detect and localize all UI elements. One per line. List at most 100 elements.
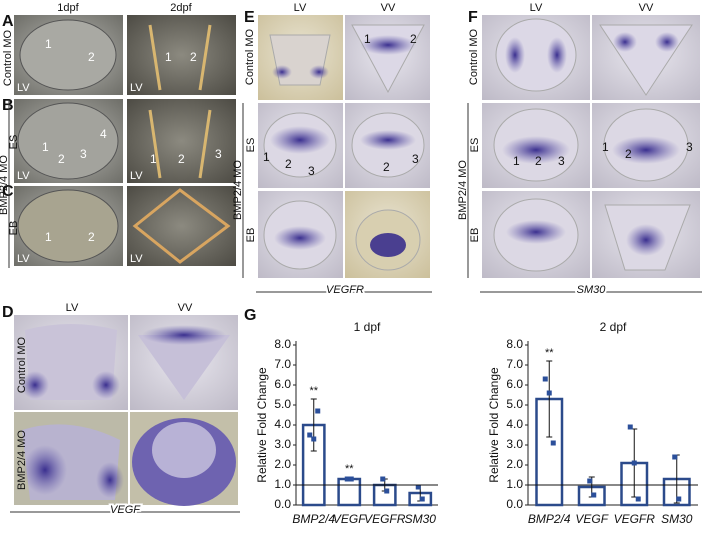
data-point (311, 436, 317, 442)
panel-letter: A (2, 13, 14, 30)
y-tick-label: 6.0 (274, 377, 291, 391)
number-label: 1 (45, 37, 52, 51)
chart-title: 1 dpf (354, 320, 381, 334)
view-label: LV (130, 82, 143, 94)
gene-caption: VEGFR (326, 284, 364, 296)
view-label: LV (17, 82, 30, 94)
row-label: Control MO (2, 29, 14, 86)
x-tick-label: SM30 (405, 512, 437, 526)
data-point (627, 424, 633, 430)
y-tick-label: 5.0 (274, 397, 291, 411)
y-axis-label: Relative Fold Change (255, 367, 269, 483)
row-label: Control MO (244, 28, 256, 85)
y-tick-label: 8.0 (274, 337, 291, 351)
number-label: 2 (410, 32, 417, 46)
y-tick-label: 4.0 (506, 417, 523, 431)
row-label: ES (8, 135, 20, 150)
data-point (635, 496, 641, 502)
number-label: 2 (88, 230, 95, 244)
x-tick-label: SM30 (661, 512, 693, 526)
panel-letter: F (468, 9, 478, 26)
data-point (587, 478, 593, 484)
chart-title: 2 dpf (600, 320, 627, 334)
row-label: BMP2/4 MO (16, 430, 28, 490)
significance: ** (345, 463, 354, 475)
panel-e-images (258, 15, 430, 278)
number-label: 3 (80, 147, 87, 161)
data-point (307, 432, 313, 438)
view-label: LV (130, 253, 143, 265)
number-label: 4 (100, 127, 107, 141)
y-tick-label: 8.0 (506, 337, 523, 351)
view-label: LV (130, 170, 143, 182)
column-header: VV (639, 2, 654, 14)
group-label: BMP2/4 MO (232, 160, 244, 220)
panel-letter: G (244, 307, 256, 324)
row-label: Control MO (468, 28, 480, 85)
y-tick-label: 3.0 (506, 437, 523, 451)
data-point (384, 488, 390, 494)
column-header: 2dpf (170, 2, 192, 14)
group-label: BMP2/4 MO (457, 160, 469, 220)
significance: ** (309, 385, 318, 397)
x-tick-label: BMP2/4 (292, 512, 335, 526)
column-header: VV (381, 2, 396, 14)
bar (337, 477, 362, 507)
number-label: 2 (178, 152, 185, 166)
data-point (344, 476, 350, 482)
number-label: 2 (383, 160, 390, 174)
x-tick-label: VEGF (333, 512, 366, 526)
number-label: 2 (88, 50, 95, 64)
data-point (315, 408, 321, 414)
panel-abc-images (14, 15, 236, 266)
y-tick-label: 7.0 (274, 357, 291, 371)
number-label: 3 (686, 140, 693, 154)
data-point (348, 476, 354, 482)
number-label: 3 (215, 147, 222, 161)
row-label: ES (245, 138, 257, 153)
group-label: BMP2/4 MO (0, 155, 10, 215)
y-tick-label: 5.0 (506, 397, 523, 411)
x-tick-label: VEGFR (614, 512, 656, 526)
y-axis-label: Relative Fold Change (487, 367, 501, 483)
data-point (380, 476, 386, 482)
data-point (631, 460, 637, 466)
y-tick-label: 1.0 (274, 477, 291, 491)
number-label: 1 (150, 152, 157, 166)
number-label: 1 (42, 140, 49, 154)
number-label: 1 (45, 230, 52, 244)
data-point (419, 496, 425, 502)
y-tick-label: 0.0 (274, 497, 291, 511)
data-point (591, 492, 597, 498)
y-tick-label: 1.0 (506, 477, 523, 491)
row-label: ES (469, 138, 481, 153)
data-point (415, 484, 421, 490)
panel-d-images (14, 315, 238, 506)
view-label: LV (17, 253, 30, 265)
number-label: 3 (558, 154, 565, 168)
x-tick-label: VEGF (575, 512, 608, 526)
column-header: LV (530, 2, 543, 14)
column-header: LV (294, 2, 307, 14)
gene-caption: VEGF (110, 504, 141, 516)
panel-letter: D (2, 304, 14, 321)
number-label: 1 (513, 154, 520, 168)
y-tick-label: 7.0 (506, 357, 523, 371)
row-label: Control MO (16, 336, 28, 393)
y-tick-label: 3.0 (274, 437, 291, 451)
data-point (676, 496, 682, 502)
significance: ** (545, 347, 554, 359)
data-point (546, 390, 552, 396)
y-tick-label: 6.0 (506, 377, 523, 391)
data-point (672, 454, 678, 460)
y-tick-label: 0.0 (506, 497, 523, 511)
y-tick-label: 2.0 (506, 457, 523, 471)
panel-letter: C (2, 183, 14, 200)
row-label: EB (245, 228, 257, 243)
number-label: 1 (364, 32, 371, 46)
x-tick-label: VEGFR (364, 512, 406, 526)
x-tick-label: BMP2/4 (528, 512, 571, 526)
row-label: EB (469, 228, 481, 243)
data-point (550, 440, 556, 446)
number-label: 1 (602, 140, 609, 154)
